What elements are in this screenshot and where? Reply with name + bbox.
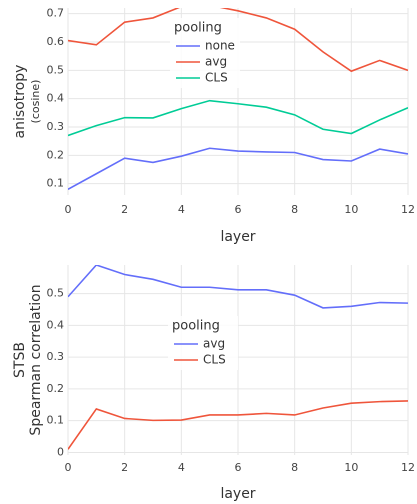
y-tick-label: 0.2 — [47, 382, 65, 395]
line-series — [68, 99, 408, 137]
y-tick-label: 0.7 — [47, 7, 65, 20]
line-series — [68, 8, 408, 73]
x-tick-label: 8 — [291, 461, 298, 474]
legend-title: pooling — [174, 21, 222, 36]
x-tick-label: 8 — [291, 203, 298, 216]
y-tick-label: 0.6 — [47, 35, 65, 48]
y-tick-label: 0.1 — [47, 414, 65, 427]
x-tick-label: 12 — [401, 203, 415, 216]
plot-lines — [68, 8, 408, 191]
x-axis-label: layer — [220, 486, 255, 502]
y-tick-label: 0.3 — [47, 120, 65, 133]
x-tick-label: 10 — [344, 203, 358, 216]
x-tick-label: 4 — [178, 461, 185, 474]
plot-lines — [68, 265, 408, 450]
y-axis-sublabel: Spearman correlation — [28, 284, 44, 435]
y-tick-label: 0.5 — [47, 287, 65, 300]
y-tick-label: 0.3 — [47, 350, 65, 363]
x-tick-label: 0 — [65, 203, 72, 216]
x-tick-label: 0 — [65, 461, 72, 474]
y-axis-label: STSB — [12, 342, 28, 378]
line-series — [68, 400, 408, 450]
legend-title: pooling — [172, 319, 220, 334]
x-tick-label: 2 — [121, 461, 128, 474]
y-tick-label: 0.4 — [47, 92, 65, 105]
x-tick-label: 12 — [401, 461, 415, 474]
y-tick-label: 0.2 — [47, 148, 65, 161]
legend-label: avg — [205, 55, 227, 69]
x-tick-label: 6 — [235, 203, 242, 216]
y-tick-label: 0.1 — [47, 177, 65, 190]
legend-label: CLS — [205, 71, 228, 85]
x-tick-label: 4 — [178, 203, 185, 216]
legend-label: CLS — [203, 353, 226, 367]
y-axis-sublabel: (cosine) — [29, 80, 42, 124]
x-tick-label: 6 — [235, 461, 242, 474]
x-tick-label: 2 — [121, 203, 128, 216]
legend-label: avg — [203, 337, 225, 351]
x-axis-label: layer — [220, 229, 255, 245]
y-axis-label: anisotropy — [12, 65, 28, 139]
x-tick-label: 10 — [344, 461, 358, 474]
legend-box — [168, 316, 238, 370]
y-tick-label: 0.5 — [47, 63, 65, 76]
legend-label: none — [205, 39, 235, 53]
legend-box — [170, 18, 240, 88]
y-tick-label: 0 — [57, 445, 64, 458]
line-series — [68, 265, 408, 309]
line-series — [68, 147, 408, 191]
y-tick-label: 0.4 — [47, 318, 65, 331]
